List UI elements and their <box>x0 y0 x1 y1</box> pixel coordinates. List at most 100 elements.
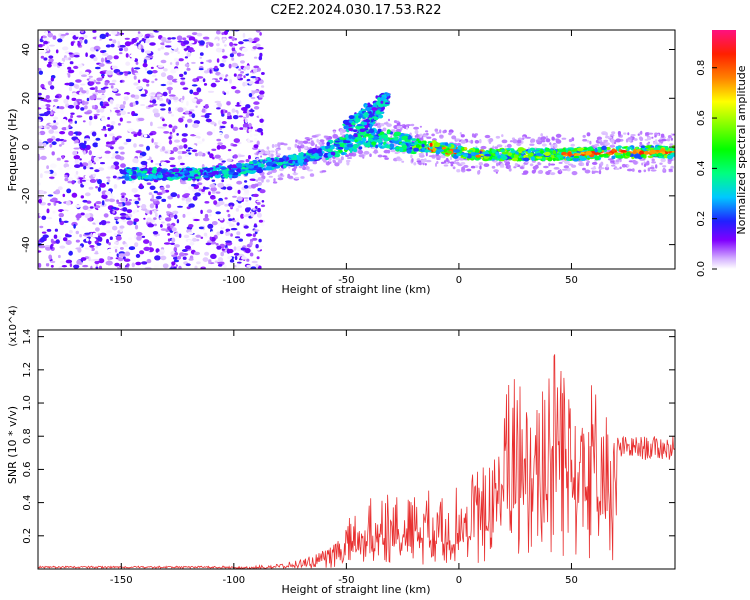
trace-halo <box>293 173 297 176</box>
trace-cell <box>594 155 600 161</box>
trace-cell <box>579 157 587 161</box>
noise-speckle <box>151 99 157 104</box>
trace-halo <box>455 138 461 141</box>
trace-halo <box>602 132 605 135</box>
trace-cell <box>294 156 298 161</box>
noise-speckle <box>205 44 209 48</box>
noise-speckle <box>174 244 180 248</box>
noise-speckle <box>86 97 90 102</box>
trace-halo <box>474 140 480 144</box>
trace-halo <box>651 161 656 164</box>
noise-speckle <box>171 45 178 50</box>
trace-halo <box>506 143 512 148</box>
trace-halo <box>460 139 467 144</box>
noise-speckle <box>250 266 257 269</box>
noise-speckle <box>232 220 237 223</box>
noise-speckle <box>69 32 77 36</box>
trace-cell <box>377 128 382 133</box>
noise-speckle <box>74 139 79 144</box>
noise-speckle <box>103 86 109 89</box>
noise-speckle <box>191 32 198 36</box>
noise-speckle <box>96 36 100 41</box>
trace-halo <box>460 162 466 165</box>
noise-speckle <box>40 236 46 242</box>
trace-cell <box>617 145 622 148</box>
noise-speckle <box>164 189 170 193</box>
noise-speckle <box>124 201 132 206</box>
noise-speckle <box>180 182 187 185</box>
noise-speckle <box>89 237 97 242</box>
noise-speckle <box>89 206 94 209</box>
noise-speckle <box>51 141 57 146</box>
noise-speckle <box>140 96 146 100</box>
trace-cell <box>244 163 250 166</box>
noise-speckle <box>183 234 190 239</box>
noise-speckle <box>89 87 96 90</box>
noise-speckle <box>243 225 249 229</box>
noise-speckle <box>38 250 42 253</box>
trace-halo <box>275 150 278 155</box>
noise-speckle <box>111 156 115 159</box>
trace-halo <box>563 165 569 169</box>
noise-speckle <box>89 178 97 183</box>
trace-halo <box>451 135 457 140</box>
noise-speckle <box>240 65 245 69</box>
noise-speckle <box>218 200 225 206</box>
noise-speckle <box>228 30 233 35</box>
noise-speckle <box>212 133 217 137</box>
noise-speckle <box>81 74 87 77</box>
trace-cell <box>413 147 420 152</box>
noise-speckle <box>191 206 198 210</box>
noise-speckle <box>160 59 167 64</box>
noise-speckle <box>226 117 233 120</box>
noise-speckle <box>191 61 196 64</box>
trace-cell <box>542 157 546 162</box>
noise-speckle <box>88 63 91 69</box>
noise-speckle <box>133 218 140 223</box>
noise-speckle <box>152 231 159 235</box>
noise-speckle <box>219 77 223 80</box>
trace-cell <box>411 143 417 146</box>
noise-speckle <box>233 73 237 77</box>
trace-cell <box>647 155 654 158</box>
noise-speckle <box>180 162 185 166</box>
noise-speckle <box>119 71 124 75</box>
noise-speckle <box>218 120 221 125</box>
trace-halo <box>658 139 662 142</box>
noise-speckle <box>160 255 167 261</box>
trace-cell <box>527 152 534 157</box>
noise-speckle <box>228 202 235 208</box>
branch-cell <box>344 122 351 126</box>
noise-speckle <box>258 80 264 84</box>
noise-speckle <box>235 202 240 207</box>
trace-cell <box>495 151 500 156</box>
noise-speckle <box>181 116 185 119</box>
noise-speckle <box>145 99 149 104</box>
noise-speckle <box>105 190 112 196</box>
noise-speckle <box>121 195 125 199</box>
noise-speckle <box>231 108 236 113</box>
trace-halo <box>261 178 264 183</box>
noise-speckle <box>123 95 129 101</box>
noise-speckle <box>133 75 137 80</box>
noise-speckle <box>129 54 135 58</box>
noise-speckle <box>81 179 87 182</box>
noise-speckle <box>97 186 101 192</box>
noise-speckle <box>75 79 82 83</box>
noise-speckle <box>245 213 251 217</box>
noise-speckle <box>217 263 223 267</box>
noise-speckle <box>54 95 59 99</box>
trace-cell <box>623 146 627 149</box>
trace-halo <box>564 160 570 165</box>
noise-speckle <box>144 50 152 54</box>
trace-cell <box>433 142 441 148</box>
trace-cell <box>578 147 585 150</box>
noise-speckle <box>245 89 252 95</box>
trace-cell <box>251 159 258 164</box>
trace-halo <box>496 144 503 148</box>
noise-speckle <box>125 53 129 58</box>
noise-speckle <box>93 113 100 116</box>
noise-speckle <box>132 101 136 107</box>
noise-speckle <box>42 43 45 47</box>
